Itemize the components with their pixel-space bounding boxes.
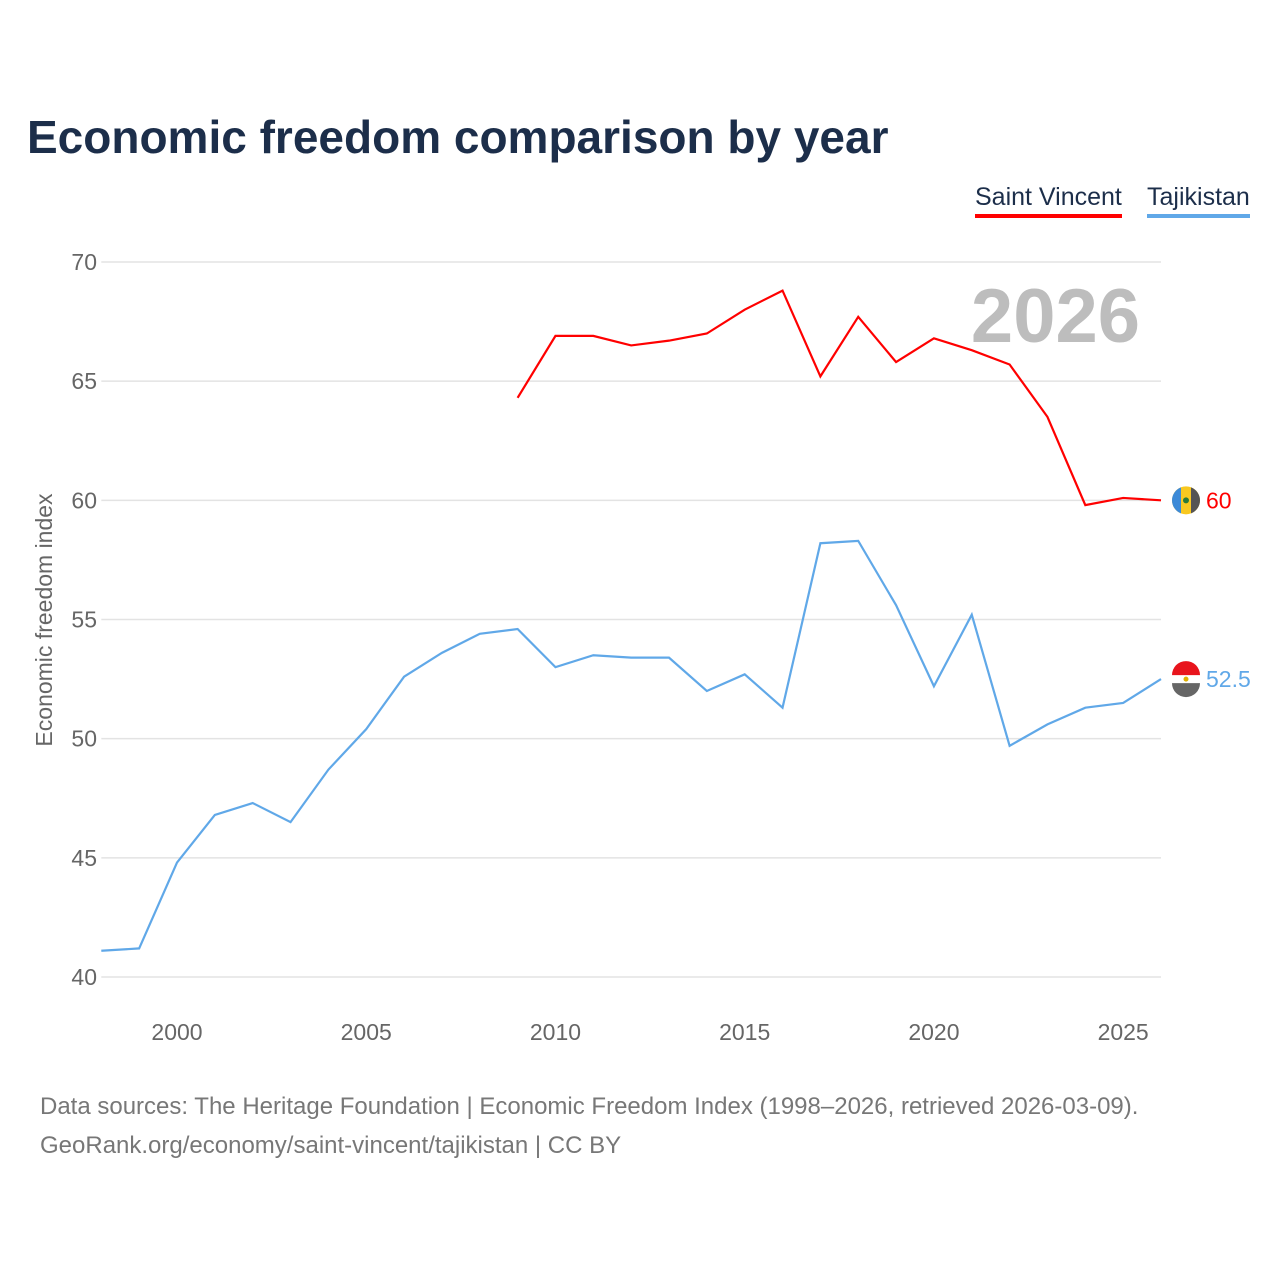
end-value-label: 52.5 (1206, 666, 1251, 692)
series-line-saint-vincent[interactable] (516, 289, 1162, 507)
x-tick-label: 2010 (530, 1019, 581, 1045)
y-tick-label: 60 (71, 487, 97, 513)
x-tick-label: 2015 (719, 1019, 770, 1045)
x-tick-label: 2020 (908, 1019, 959, 1045)
chart-title: Economic freedom comparison by year (27, 111, 889, 163)
y-tick-label: 55 (71, 607, 97, 633)
y-tick-label: 40 (71, 964, 97, 990)
year-watermark: 2026 (971, 274, 1140, 359)
source-note: Data sources: The Heritage Foundation | … (40, 1087, 1138, 1165)
end-value-label: 60 (1206, 487, 1232, 513)
y-tick-label: 45 (71, 845, 97, 871)
y-tick-label: 65 (71, 368, 97, 394)
x-tick-label: 2005 (341, 1019, 392, 1045)
series-line-tajikistan[interactable] (101, 539, 1162, 952)
y-tick-label: 50 (71, 726, 97, 752)
y-tick-label: 70 (71, 249, 97, 275)
x-tick-label: 2025 (1098, 1019, 1149, 1045)
flag-icon (1172, 661, 1200, 698)
source-line-1: Data sources: The Heritage Foundation | … (40, 1093, 1139, 1120)
legend-tajikistan[interactable]: Tajikistan (1147, 183, 1250, 218)
legend-saint-vincent[interactable]: Saint Vincent (975, 183, 1122, 218)
y-axis-label: Economic freedom index (31, 493, 57, 747)
flag-icon (1172, 486, 1200, 515)
source-line-2[interactable]: GeoRank.org/economy/saint-vincent/tajiki… (40, 1132, 622, 1159)
x-tick-label: 2000 (151, 1019, 202, 1045)
